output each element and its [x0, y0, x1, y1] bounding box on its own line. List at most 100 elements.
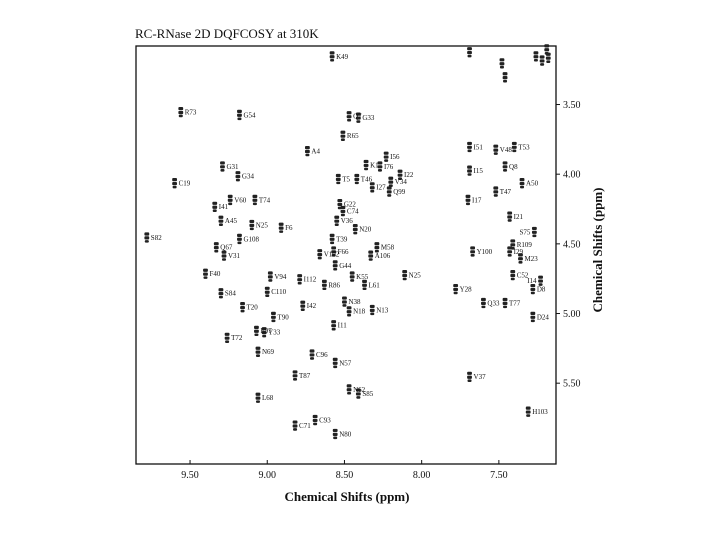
peak-marker [292, 370, 298, 381]
peak-marker [525, 406, 531, 417]
peak-marker [355, 388, 361, 399]
peak-marker-unlabeled [544, 44, 550, 55]
peak-marker [352, 224, 358, 235]
peak-label: I17 [472, 196, 482, 204]
y-tick-label: 3.50 [563, 100, 581, 111]
peak-marker [507, 246, 513, 257]
peak-label: V60 [234, 196, 247, 204]
peak-label: Q8 [509, 163, 518, 171]
y-axis: 3.50 4.00 4.50 5.00 5.50 [556, 100, 581, 390]
peak-label: I41 [219, 203, 229, 211]
peak-label: T87 [299, 372, 311, 380]
peak-label: I22 [404, 171, 414, 179]
peak-markers [144, 44, 551, 440]
peak-marker [267, 271, 273, 282]
peak-marker [369, 304, 375, 316]
peak-marker [519, 178, 525, 189]
peak-label: N62 [353, 386, 366, 394]
peak-marker [332, 357, 338, 369]
peak-label: N57 [339, 359, 352, 367]
peak-marker [340, 205, 346, 217]
peak-label: A106 [375, 252, 391, 260]
peak-marker [362, 279, 367, 291]
peak-marker [218, 215, 224, 226]
peak-label: V37 [474, 373, 487, 381]
peak-marker [337, 198, 343, 210]
peak-label: Y33 [268, 329, 281, 337]
peak-marker [349, 271, 355, 282]
peak-marker [261, 327, 267, 338]
x-tick-label: 9.00 [259, 470, 277, 481]
peak-label: I51 [474, 143, 484, 151]
peak-marker [369, 182, 375, 193]
peak-marker [334, 215, 340, 226]
peak-label: G31 [226, 163, 239, 171]
peak-marker [300, 300, 306, 311]
peak-marker [467, 165, 472, 176]
peak-label: V94 [274, 273, 287, 281]
peak-label: G34 [242, 173, 255, 181]
peak-marker [518, 253, 523, 264]
peak-marker-unlabeled [502, 72, 508, 83]
peak-label: T74 [259, 196, 271, 204]
peak-marker [255, 392, 261, 403]
peak-label: I29 [514, 248, 524, 256]
peak-marker [312, 414, 318, 426]
y-tick-label: 5.00 [563, 309, 581, 320]
peak-marker [240, 302, 245, 313]
peak-label: S75 [519, 228, 530, 236]
peak-label: N20 [359, 226, 372, 234]
peak-label: A45 [225, 217, 238, 225]
peak-label: I42 [307, 302, 317, 310]
peak-label: Q67 [220, 244, 233, 252]
x-tick-label: 8.50 [336, 470, 354, 481]
peak-marker [377, 161, 383, 172]
peak-marker [467, 141, 472, 153]
peak-label: D8 [537, 285, 546, 293]
peak-marker [332, 428, 338, 440]
x-tick-label: 8.00 [413, 470, 431, 481]
peak-label: I27 [376, 184, 386, 192]
peak-label: T77 [509, 299, 521, 307]
peak-marker [329, 233, 335, 245]
peak-label: D24 [537, 313, 550, 321]
peak-marker [530, 311, 536, 323]
peak-label: N13 [376, 306, 389, 314]
peak-label: G44 [339, 262, 352, 270]
peak-marker [531, 226, 537, 238]
y-tick-label: 5.50 [563, 379, 581, 390]
peak-marker [292, 420, 298, 431]
peak-marker [470, 246, 476, 257]
peak-marker [297, 274, 303, 285]
peak-label: T39 [336, 235, 348, 243]
peak-marker [374, 242, 380, 253]
peak-marker [386, 186, 392, 197]
peak-label: C110 [271, 288, 286, 296]
peak-label: F66 [338, 248, 349, 256]
peak-label: I14 [527, 277, 537, 285]
peak-marker [252, 194, 258, 206]
peak-label: G108 [243, 235, 259, 243]
peak-marker [331, 320, 337, 331]
peak-marker [397, 169, 403, 180]
peak-label: N18 [353, 308, 366, 316]
peak-label: V102 [324, 251, 340, 259]
peak-label: N25 [409, 272, 422, 280]
peak-label: E97 [260, 327, 272, 335]
peak-marker [510, 270, 516, 281]
peak-label: H103 [532, 408, 548, 416]
peak-label: T53 [518, 143, 530, 151]
peak-label: R65 [347, 132, 359, 140]
peak-label: C74 [347, 207, 359, 215]
peak-label: G22 [344, 200, 357, 208]
peak-label: I56 [390, 153, 400, 161]
peak-label: K49 [336, 53, 349, 61]
peak-label: T47 [500, 188, 512, 196]
peak-label: V31 [228, 252, 241, 260]
peak-label: F40 [209, 270, 220, 278]
peak-marker [346, 111, 352, 122]
x-tick-label: 9.50 [181, 470, 199, 481]
peak-marker [220, 161, 225, 172]
peak-marker [213, 242, 219, 253]
peak-marker [329, 51, 335, 62]
